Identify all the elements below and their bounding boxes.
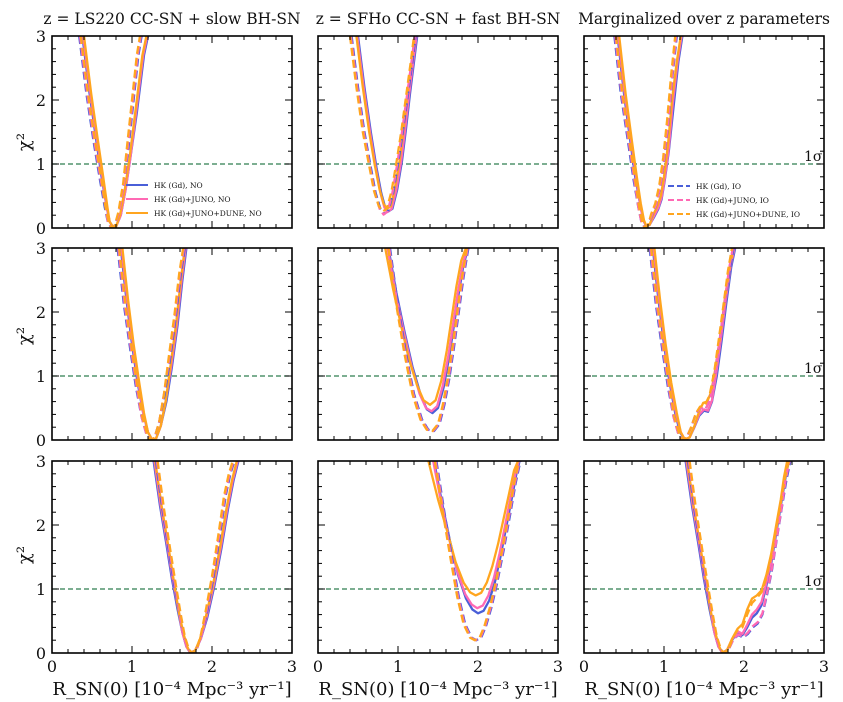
x-tick-label: 2 xyxy=(207,657,217,676)
legend-inverted-ordering: HK (Gd), IO HK (Gd)+JUNO, IO HK (Gd)+JUN… xyxy=(668,182,800,219)
curve-hk-gd-juno-dune-io xyxy=(688,461,790,653)
y-tick-label: 3 xyxy=(36,452,46,471)
y-tick-label: 1 xyxy=(36,155,46,174)
y-tick-label: 3 xyxy=(36,27,46,46)
curves xyxy=(684,461,792,653)
legend-label-hkj-io: HK (Gd)+JUNO, IO xyxy=(696,196,769,205)
ticks xyxy=(583,35,825,229)
y-tick-label: 2 xyxy=(36,516,46,535)
curves xyxy=(613,36,684,228)
legend-label-hkjd-no: HK (Gd)+JUNO+DUNE, NO xyxy=(154,209,262,218)
x-axis-label-right: R_SN(0) [10⁻⁴ Mpc⁻³ yr⁻¹] xyxy=(584,679,823,700)
y-tick-label: 2 xyxy=(36,303,46,322)
y-axis-label-row3: χ² xyxy=(14,546,35,564)
ticks xyxy=(51,247,293,441)
x-tick-label: 3 xyxy=(819,657,829,676)
x-axis-label-middle: R_SN(0) [10⁻⁴ Mpc⁻³ yr⁻¹] xyxy=(318,679,557,700)
legend-label-hk-io: HK (Gd), IO xyxy=(696,182,741,191)
x-tick-label: 1 xyxy=(659,657,669,676)
legend-normal-ordering: HK (Gd), NO HK (Gd)+JUNO, NO HK (Gd)+JUN… xyxy=(126,181,262,218)
x-tick-label: 0 xyxy=(579,657,589,676)
curve-hk-gd-juno-dune-io xyxy=(118,248,185,440)
axes-frame xyxy=(51,35,293,229)
legend-label-hkjd-io: HK (Gd)+JUNO+DUNE, IO xyxy=(696,210,800,219)
panel-r2-c2 xyxy=(317,247,559,441)
y-tick-label: 0 xyxy=(36,644,46,663)
axes-frame xyxy=(583,460,825,654)
curve-hk-gd-juno-dune-io xyxy=(156,461,234,653)
axes-frame xyxy=(51,460,293,654)
ticks xyxy=(317,247,559,441)
curve-hk-gd-juno-dune-no xyxy=(427,461,520,597)
curve-hk-gd-juno-dune-io xyxy=(614,36,677,228)
curve-hk-gd-juno-no xyxy=(386,248,469,413)
axes-frame xyxy=(51,247,293,441)
one-sigma-label: 1σ xyxy=(804,149,823,165)
y-tick-label: 0 xyxy=(36,219,46,238)
x-tick-label: 0 xyxy=(313,657,323,676)
ticks xyxy=(51,35,293,229)
y-axis-labels: χ² χ² χ² xyxy=(14,133,35,564)
legend-label-hkj-no: HK (Gd)+JUNO, NO xyxy=(154,195,231,204)
y-axis-label-row1: χ² xyxy=(14,133,35,151)
y-axis-label-row2: χ² xyxy=(14,327,35,345)
ticks xyxy=(583,247,825,441)
curves xyxy=(116,248,188,440)
ticks xyxy=(51,460,293,654)
one-sigma-label: 1σ xyxy=(804,361,823,377)
x-tick-label: 2 xyxy=(739,657,749,676)
x-tick-label: 0 xyxy=(47,657,57,676)
curve-hk-gd-juno-dune-io xyxy=(79,36,142,228)
axes-frame xyxy=(583,247,825,441)
axes-frame xyxy=(317,460,559,654)
panel-r2-c1: 0 1 2 3 xyxy=(36,239,293,450)
axes-frame xyxy=(317,35,559,229)
y-tick-label: 1 xyxy=(36,580,46,599)
curves xyxy=(152,461,240,653)
axes-frame xyxy=(317,247,559,441)
panel-r3-c2: 0 1 2 3 xyxy=(313,460,563,676)
curves xyxy=(384,248,470,433)
curve-hk-gd-juno-io xyxy=(687,461,791,653)
column-title-right: Marginalized over z parameters xyxy=(578,10,830,28)
one-sigma-label: 1σ xyxy=(804,574,823,590)
curves xyxy=(648,248,737,440)
x-tick-label: 3 xyxy=(287,657,297,676)
curve-hk-gd-juno-dune-io xyxy=(387,248,468,433)
y-tick-label: 2 xyxy=(36,91,46,110)
x-tick-label: 2 xyxy=(473,657,483,676)
ticks xyxy=(583,460,825,654)
panel-r3-c1: 0 1 2 3 0 1 2 3 xyxy=(36,452,297,676)
curve-hk-gd-juno-dune-io xyxy=(650,248,734,440)
ticks xyxy=(317,460,559,654)
y-tick-label: 0 xyxy=(36,431,46,450)
panel-r3-c3: 0 1 2 3 1σ xyxy=(579,460,829,676)
x-tick-label: 1 xyxy=(127,657,137,676)
legend-label-hk-no: HK (Gd), NO xyxy=(154,181,203,190)
curves xyxy=(78,36,150,228)
panel-r1-c1: 0 1 2 3 xyxy=(36,27,293,238)
curves xyxy=(348,36,419,216)
curve-hk-gd-juno-dune-io xyxy=(433,461,520,642)
curves xyxy=(427,461,522,642)
x-tick-label: 1 xyxy=(393,657,403,676)
ticks xyxy=(317,35,559,229)
curve-hk-gd-no xyxy=(387,248,470,415)
axes-frame xyxy=(583,35,825,229)
column-titles: z = LS220 CC-SN + slow BH-SN z = SFHo CC… xyxy=(43,10,830,28)
panel-r1-c3: 1σ xyxy=(583,35,825,229)
y-tick-label: 1 xyxy=(36,367,46,386)
column-title-middle: z = SFHo CC-SN + fast BH-SN xyxy=(316,10,561,28)
x-axis-labels: R_SN(0) [10⁻⁴ Mpc⁻³ yr⁻¹] R_SN(0) [10⁻⁴ … xyxy=(52,679,823,700)
y-tick-label: 3 xyxy=(36,239,46,258)
x-axis-label-left: R_SN(0) [10⁻⁴ Mpc⁻³ yr⁻¹] xyxy=(52,679,291,700)
panel-r2-c3: 1σ xyxy=(583,247,825,441)
column-title-left: z = LS220 CC-SN + slow BH-SN xyxy=(43,10,300,28)
panel-r1-c2 xyxy=(317,35,559,229)
curve-hk-gd-juno-dune-io xyxy=(348,36,416,213)
x-tick-label: 3 xyxy=(553,657,563,676)
